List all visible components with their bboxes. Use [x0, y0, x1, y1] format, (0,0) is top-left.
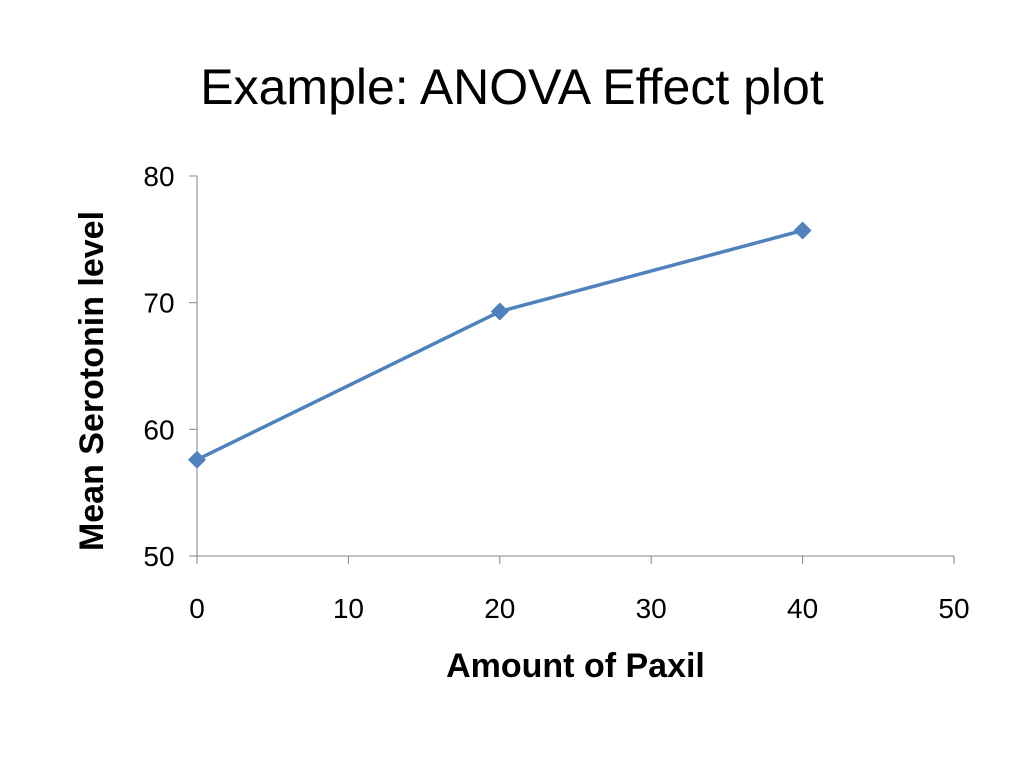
y-tick-label: 60 — [143, 414, 174, 445]
data-point-diamond — [793, 221, 812, 240]
x-axis-title: Amount of Paxil — [446, 647, 705, 685]
x-tick-label: 40 — [787, 593, 818, 624]
y-tick-labels: 50 60 70 80 — [143, 161, 174, 572]
x-tick-label: 0 — [189, 593, 205, 624]
slide-title: Example: ANOVA Effect plot — [200, 59, 824, 115]
y-tick-label: 70 — [143, 288, 174, 319]
x-tick-labels: 0 10 20 30 40 50 — [189, 593, 969, 624]
data-point-diamond — [188, 450, 206, 469]
x-tick-label: 10 — [333, 593, 364, 624]
x-tick-label: 30 — [636, 593, 667, 624]
data-point-diamond — [490, 302, 509, 321]
y-axis-title: Mean Serotonin level — [73, 211, 111, 551]
chart-axes — [189, 175, 955, 564]
series-layer — [188, 221, 812, 469]
y-tick-label: 50 — [143, 541, 174, 572]
y-tick-label: 80 — [143, 161, 174, 192]
x-tick-label: 20 — [484, 593, 515, 624]
x-tick-label: 50 — [938, 593, 969, 624]
series-line — [196, 228, 804, 462]
